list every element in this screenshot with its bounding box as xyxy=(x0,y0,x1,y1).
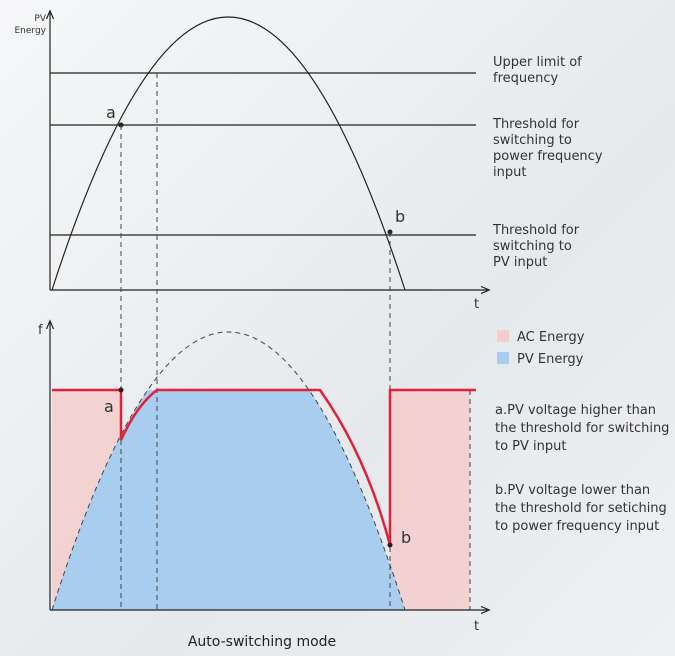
frequency-line xyxy=(52,388,476,546)
note: b.PV voltage lower than xyxy=(495,483,650,498)
legend-swatch xyxy=(497,330,509,342)
pv-curve xyxy=(51,331,406,611)
note: to PV input xyxy=(495,439,567,454)
legend-label: AC Energy xyxy=(517,330,585,345)
point-label: a xyxy=(106,103,116,122)
x-label: t xyxy=(474,619,479,634)
label: Upper limit of xyxy=(493,55,582,70)
label: switching to xyxy=(493,239,572,254)
note: a.PV voltage higher than xyxy=(495,403,656,418)
label: frequency xyxy=(493,71,559,86)
x-label: t xyxy=(474,297,479,312)
point xyxy=(387,542,393,548)
note: the threshold for setiching xyxy=(495,501,667,516)
point-label: a xyxy=(104,397,114,416)
label: power frequency xyxy=(493,149,603,164)
legend-swatch xyxy=(497,352,509,364)
label: input xyxy=(493,165,526,180)
note: the threshold for switching xyxy=(495,421,669,436)
label: Threshold for xyxy=(492,117,580,132)
label: switching to xyxy=(493,133,572,148)
note: to power frequency input xyxy=(495,519,659,534)
y-label: f xyxy=(38,323,43,338)
pv-area xyxy=(52,390,405,610)
point-label: b xyxy=(395,207,405,226)
line-labels: Upper limit of frequency Threshold for s… xyxy=(492,55,603,270)
y-label: Energy xyxy=(14,26,46,36)
point-label: b xyxy=(401,528,411,547)
label: Threshold for xyxy=(492,223,580,238)
label: PV input xyxy=(493,255,547,270)
legend-label: PV Energy xyxy=(517,352,584,367)
caption: Auto-switching mode xyxy=(188,634,336,650)
ac-area xyxy=(390,390,470,610)
point xyxy=(118,387,124,393)
pv-curve xyxy=(51,16,406,291)
y-label: PV xyxy=(34,14,46,24)
